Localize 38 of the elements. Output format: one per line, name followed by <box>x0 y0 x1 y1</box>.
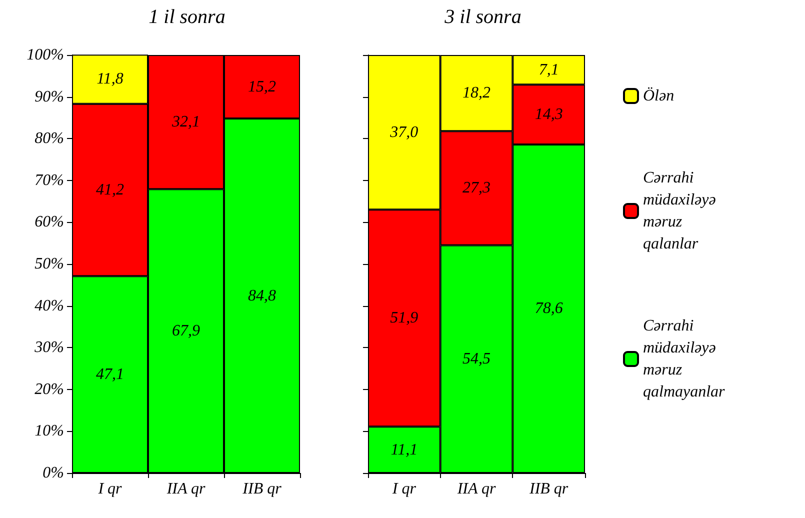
x-tick-label: IIA qr <box>166 480 206 498</box>
data-label: 54,5 <box>462 350 490 368</box>
data-label: 41,2 <box>96 182 124 199</box>
data-label: 15,2 <box>248 78 276 96</box>
x-tick-label: I qr <box>391 480 417 498</box>
data-label: 11,1 <box>390 441 418 458</box>
legend-label: Ölən <box>643 86 674 104</box>
x-tick-label: IIB qr <box>242 480 282 498</box>
chart-title: 1 il sonra <box>148 6 226 28</box>
data-label: 47,1 <box>96 366 124 384</box>
y-tick-label: 100% <box>26 46 64 64</box>
data-label: 11,8 <box>96 70 124 88</box>
data-label: 27,3 <box>462 180 490 197</box>
chart-title: 3 il sonra <box>444 6 522 28</box>
data-label: 7,1 <box>538 61 559 78</box>
x-tick-label: IIB qr <box>528 480 569 498</box>
legend-label: Cərrahi müdaxiləyə məruz qalanlar <box>643 170 716 252</box>
y-tick-label: 60% <box>34 214 64 231</box>
data-label: 51,9 <box>390 310 418 327</box>
data-label: 32,1 <box>171 114 200 131</box>
y-tick-label: 50% <box>34 256 64 272</box>
data-label: 78,6 <box>534 300 563 318</box>
y-tick-label: 90% <box>34 88 64 106</box>
x-tick-label: IIA qr <box>456 480 496 498</box>
y-tick-label: 20% <box>34 380 64 398</box>
y-tick-label: 10% <box>34 422 64 440</box>
x-tick-label: I qr <box>97 480 123 498</box>
y-tick-label: 80% <box>34 130 64 148</box>
data-label: 37,0 <box>389 124 418 141</box>
data-label: 67,9 <box>172 322 200 340</box>
y-tick-label: 30% <box>34 339 64 356</box>
y-tick-label: 70% <box>34 172 64 189</box>
legend-label: Cərrahi müdaxiləyə məruz qalmayanlar <box>643 318 726 400</box>
y-tick-label: 0% <box>42 464 64 482</box>
y-tick-label: 40% <box>34 297 64 314</box>
data-label: 84,8 <box>248 287 276 304</box>
data-label: 18,2 <box>462 84 490 102</box>
data-label: 14,3 <box>534 106 563 124</box>
